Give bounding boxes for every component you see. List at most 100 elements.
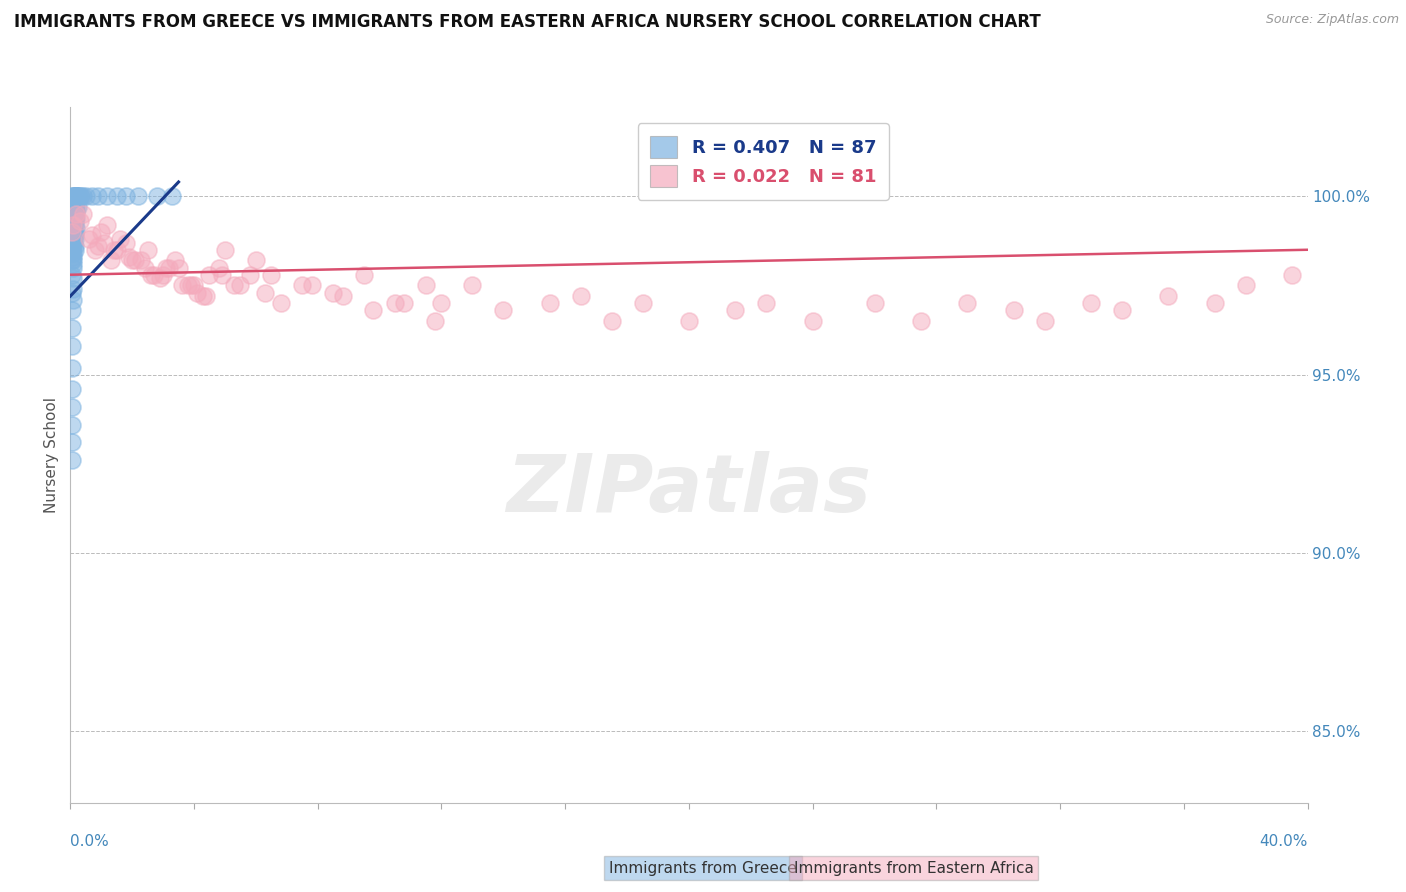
Point — [96, 189, 118, 203]
Point — [60, 232, 83, 246]
Point — [62, 235, 84, 250]
Point — [63, 200, 86, 214]
Point — [631, 296, 654, 310]
Point — [62, 282, 84, 296]
Point — [384, 296, 406, 310]
Point — [332, 289, 354, 303]
Point — [1033, 314, 1056, 328]
Point — [77, 232, 100, 246]
Point — [146, 189, 169, 203]
Point — [96, 218, 118, 232]
Point — [67, 189, 90, 203]
Point — [60, 189, 83, 203]
Point — [115, 235, 138, 250]
Point — [245, 253, 267, 268]
Point — [177, 278, 200, 293]
Point — [60, 268, 83, 282]
Point — [118, 250, 141, 264]
Point — [62, 246, 84, 260]
Point — [60, 285, 83, 300]
Point — [62, 225, 84, 239]
Point — [65, 189, 87, 203]
Point — [62, 189, 84, 203]
Point — [63, 207, 86, 221]
Point — [461, 278, 484, 293]
Point — [1204, 296, 1226, 310]
Point — [80, 189, 103, 203]
Point — [63, 203, 86, 218]
Point — [1111, 303, 1133, 318]
Point — [62, 214, 84, 228]
Point — [60, 193, 83, 207]
Point — [65, 193, 87, 207]
Point — [63, 228, 86, 243]
Point — [65, 207, 87, 221]
Point — [863, 296, 886, 310]
Point — [167, 260, 190, 275]
Point — [105, 189, 128, 203]
Point — [62, 189, 84, 203]
Point — [63, 218, 86, 232]
Point — [60, 218, 83, 232]
Point — [63, 196, 86, 211]
Point — [62, 218, 84, 232]
Point — [60, 303, 83, 318]
Point — [84, 243, 107, 257]
Point — [63, 207, 86, 221]
Point — [62, 225, 84, 239]
Point — [62, 260, 84, 275]
Point — [139, 268, 162, 282]
Point — [60, 360, 83, 375]
Point — [60, 417, 83, 432]
Point — [87, 189, 110, 203]
Point — [149, 271, 172, 285]
Point — [67, 189, 90, 203]
Point — [62, 293, 84, 307]
Point — [910, 314, 932, 328]
Point — [62, 271, 84, 285]
Point — [63, 243, 86, 257]
Point — [60, 382, 83, 396]
Point — [131, 253, 153, 268]
Point — [63, 207, 86, 221]
Point — [152, 268, 174, 282]
Point — [430, 296, 453, 310]
Point — [170, 278, 193, 293]
Text: Source: ZipAtlas.com: Source: ZipAtlas.com — [1265, 13, 1399, 27]
Point — [1281, 268, 1303, 282]
Point — [60, 214, 83, 228]
Point — [63, 211, 86, 225]
Point — [186, 285, 208, 300]
Point — [63, 196, 86, 211]
Point — [60, 435, 83, 450]
Point — [214, 243, 236, 257]
Point — [415, 278, 437, 293]
Point — [1002, 303, 1025, 318]
Point — [1157, 289, 1180, 303]
Point — [1080, 296, 1102, 310]
Point — [60, 339, 83, 353]
Point — [63, 225, 86, 239]
Point — [62, 250, 84, 264]
Point — [60, 225, 83, 239]
Point — [724, 303, 747, 318]
Point — [67, 200, 90, 214]
Point — [195, 289, 218, 303]
Point — [100, 253, 122, 268]
Point — [211, 268, 233, 282]
Point — [193, 289, 215, 303]
Point — [180, 278, 202, 293]
Point — [538, 296, 561, 310]
Text: 0.0%: 0.0% — [70, 834, 110, 849]
Point — [678, 314, 700, 328]
Point — [254, 285, 277, 300]
Point — [65, 189, 87, 203]
Point — [165, 253, 187, 268]
Point — [801, 314, 824, 328]
Point — [62, 218, 84, 232]
Point — [208, 260, 231, 275]
Point — [492, 303, 515, 318]
Point — [62, 196, 84, 211]
Point — [155, 260, 177, 275]
Point — [75, 189, 97, 203]
